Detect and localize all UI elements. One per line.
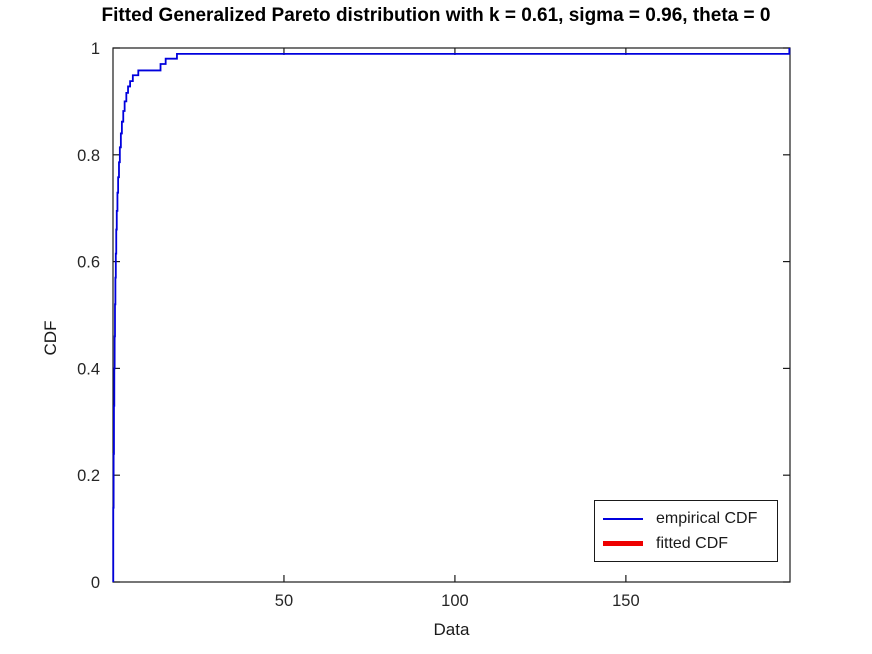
legend-label-fitted-cdf: fitted CDF (656, 534, 729, 552)
legend-box: empirical CDF fitted CDF (594, 500, 778, 562)
legend-item-fitted-cdf: fitted CDF (603, 535, 769, 553)
empirical-cdf-curve (112, 48, 791, 582)
x-tick-label: 150 (612, 592, 640, 610)
y-tick-label: 1 (91, 40, 100, 58)
y-tick-label: 0 (91, 574, 100, 592)
plot-title: Fitted Generalized Pareto distribution w… (101, 5, 771, 26)
y-tick-label: 0.8 (77, 147, 100, 165)
y-axis-label: CDF (41, 320, 60, 356)
y-tick-label: 0.4 (77, 360, 100, 378)
x-axis-label: Data (433, 620, 470, 639)
legend-item-empirical-cdf: empirical CDF (603, 510, 769, 528)
empirical-cdf-line-sample (603, 517, 643, 520)
fitted-cdf-line-sample (603, 541, 643, 546)
plot-frame (112, 47, 791, 583)
y-tick-label: 0.6 (77, 254, 100, 272)
y-tick-label: 0.2 (77, 467, 100, 485)
x-tick-label: 100 (441, 592, 469, 610)
legend-label-empirical-cdf: empirical CDF (656, 509, 758, 527)
x-tick-label: 50 (275, 592, 293, 610)
